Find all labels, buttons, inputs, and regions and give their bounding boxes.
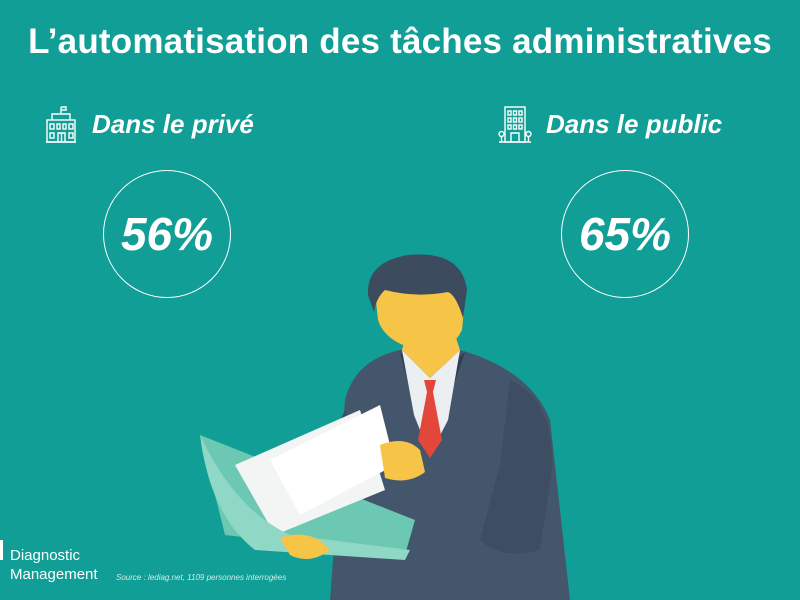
private-percentage: 56% — [120, 208, 214, 260]
public-percentage-circle: 65% — [561, 170, 689, 298]
logo-line-2: Management — [10, 566, 98, 583]
logo-line-1: Diagnostic — [10, 547, 81, 564]
private-sector-label: Dans le privé — [44, 106, 254, 143]
hand-bottom — [280, 534, 330, 559]
tie — [418, 380, 442, 458]
public-sector-label: Dans le public — [498, 106, 723, 143]
hair — [367, 254, 467, 318]
businessman-reading-illustration — [200, 254, 570, 600]
logo-mark-icon — [0, 540, 3, 560]
office-building-icon — [498, 106, 532, 143]
private-percentage-circle: 56% — [103, 170, 231, 298]
suit-arm-right — [480, 380, 553, 554]
brand-logo: Diagnostic Management — [10, 546, 98, 584]
building-icon — [46, 106, 76, 143]
private-sector-text: Dans le privé — [92, 108, 254, 139]
public-percentage: 65% — [578, 208, 672, 260]
source-note: Source : lediag.net, 1109 personnes inte… — [116, 573, 287, 582]
public-sector-text: Dans le public — [546, 108, 723, 139]
page-title: L’automatisation des tâches administrati… — [28, 22, 772, 61]
hand-top — [380, 441, 425, 481]
